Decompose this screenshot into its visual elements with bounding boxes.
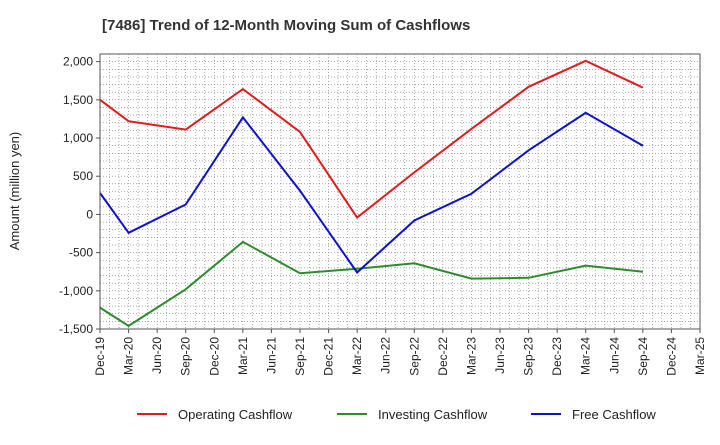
x-tick-label: Sep-22 — [407, 337, 421, 376]
x-tick-label: Mar-23 — [464, 337, 478, 375]
y-tick-label: -500 — [69, 246, 93, 260]
x-tick-label: Dec-22 — [436, 337, 450, 376]
x-tick-label: Mar-22 — [350, 337, 364, 375]
gridlines — [99, 53, 700, 330]
x-tick-label: Jun-20 — [150, 337, 164, 374]
y-tick-label: -1,500 — [59, 322, 93, 336]
x-tick-label: Mar-24 — [579, 337, 593, 375]
free-cashflow-line — [99, 111, 644, 275]
investing-cashflow-line — [99, 240, 644, 328]
x-tick-label: Dec-21 — [322, 337, 336, 376]
y-tick-label: 0 — [86, 207, 93, 221]
y-tick-label: -1,000 — [59, 284, 93, 298]
x-tick-label: Jun-24 — [607, 337, 621, 374]
y-tick-label: 2,000 — [63, 55, 93, 69]
x-tick-label: Sep-24 — [636, 337, 650, 376]
x-tick-label: Jun-23 — [493, 337, 507, 374]
x-tick-label: Dec-19 — [93, 337, 107, 376]
y-tick-label: 1,000 — [63, 131, 93, 145]
plot-area-frame — [99, 53, 701, 330]
legend-label: Operating Cashflow — [178, 407, 293, 422]
x-tick-label: Sep-23 — [522, 337, 536, 376]
x-tick-label: Mar-20 — [122, 337, 136, 375]
chart-title: [7486] Trend of 12-Month Moving Sum of C… — [102, 17, 470, 34]
x-axis-ticks: Dec-19 Mar-20 Jun-20 Sep-20 Dec-20 Mar-21 Jun-… — [93, 329, 707, 376]
y-axis-ticks: 2,000 1,500 1,000 500 0 -500 -1,000 -1,500 — [59, 55, 100, 336]
legend-label: Investing Cashflow — [378, 407, 488, 422]
x-tick-label: Mar-25 — [693, 337, 707, 375]
x-tick-label: Jun-22 — [379, 337, 393, 374]
y-axis-label: Amount (million yen) — [7, 132, 22, 251]
y-tick-label: 1,500 — [63, 93, 93, 107]
legend: Operating Cashflow Investing Cashflow Free… — [137, 407, 656, 422]
y-tick-label: 500 — [73, 169, 93, 183]
legend-label: Free Cashflow — [572, 407, 656, 422]
x-tick-label: Mar-21 — [236, 337, 250, 375]
x-tick-label: Jun-21 — [264, 337, 278, 374]
x-tick-label: Dec-24 — [664, 337, 678, 376]
series-lines — [99, 59, 644, 328]
x-tick-label: Sep-20 — [179, 337, 193, 376]
x-tick-label: Dec-23 — [550, 337, 564, 376]
x-tick-label: Dec-20 — [207, 337, 221, 376]
x-tick-label: Sep-21 — [293, 337, 307, 376]
operating-cashflow-line — [99, 59, 644, 219]
